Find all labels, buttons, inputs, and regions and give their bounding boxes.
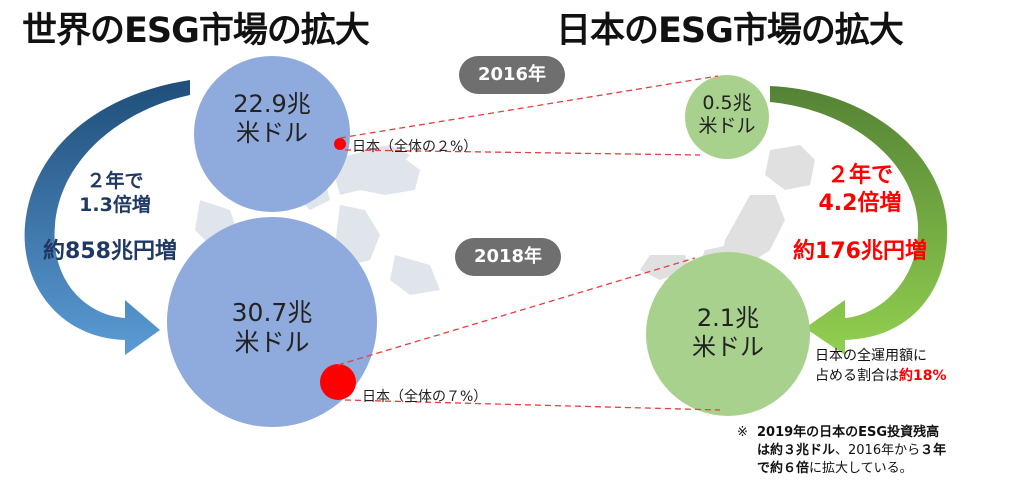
world-2018-japan-share: 日本（全体の７%）: [362, 389, 488, 405]
japan-2016-value: 0.5兆: [702, 92, 752, 114]
japan-2016-unit: 米ドル: [698, 114, 756, 137]
footnote-line3-bold: で約６倍: [757, 461, 810, 477]
japan-2018-label: 2.1兆 米ドル: [668, 304, 788, 362]
japan-ratio-value: 約18%: [899, 368, 947, 385]
world-2018-label: 30.7兆 米ドル: [200, 298, 344, 358]
japan-2018-circle: [646, 252, 810, 416]
japan-growth-period: ２年で: [826, 163, 893, 188]
japan-growth-arrow: [770, 86, 948, 355]
year-2018-badge: 2018年: [455, 238, 561, 276]
japan-ratio-prefix: 占める割合は: [815, 368, 899, 385]
world-2016-circle: [194, 56, 350, 212]
footnote-line2-bold: は約３兆ドル: [757, 443, 836, 459]
year-2016-badge: 2016年: [459, 56, 565, 94]
world-title: 世界のESG市場の拡大: [22, 11, 370, 51]
world-growth-amount: 約858兆円増: [43, 239, 177, 264]
world-2018-unit: 米ドル: [234, 328, 310, 357]
footnote-mark: ※: [737, 425, 748, 440]
japan-ratio-text: 日本の全運用額に 占める割合は約18%: [815, 346, 947, 387]
world-growth-ratio: 1.3倍増: [79, 193, 151, 216]
footnote: ※ 2019年の日本のESG投資残高 は約３兆ドル、2016年から３年 で約６倍…: [737, 424, 1022, 479]
footnote-line3-rest: に拡大している。: [809, 461, 913, 477]
japan-title: 日本のESG市場の拡大: [556, 11, 904, 51]
footnote-line2-bold2: ３年: [920, 443, 947, 459]
japan-growth-ratio: 4.2倍増: [818, 190, 902, 216]
world-2018-value: 30.7兆: [231, 298, 313, 327]
japan-share-2016-dot: [334, 138, 346, 150]
japan-2016-circle: [685, 75, 769, 159]
japan-2018-value: 2.1兆: [696, 304, 760, 332]
japan-2018-unit: 米ドル: [692, 332, 764, 361]
footnote-line2-rest: 、2016年から: [835, 443, 921, 459]
world-growth-text: ２年で 1.3倍増: [40, 170, 190, 218]
japan-growth-amount: 約176兆円増: [793, 239, 927, 264]
japan-2016-label: 0.5兆 米ドル: [687, 92, 767, 138]
world-growth-period: ２年で: [86, 170, 144, 192]
connector-lines: [337, 75, 721, 411]
world-2016-japan-share: 日本（全体の２%）: [352, 139, 478, 155]
japan-ratio-line2: 占める割合は約18%: [815, 366, 947, 386]
japan-growth-text: ２年で 4.2倍増: [790, 162, 930, 217]
japan-ratio-line1: 日本の全運用額に: [815, 348, 927, 364]
world-growth-arrow: [24, 80, 191, 355]
japan-share-2018-dot: [320, 364, 356, 400]
footnote-line1: 2019年の日本のESG投資残高: [757, 425, 940, 440]
world-2016-value: 22.9兆: [233, 90, 311, 118]
world-2016-label: 22.9兆 米ドル: [200, 90, 344, 148]
world-2016-unit: 米ドル: [236, 118, 308, 147]
